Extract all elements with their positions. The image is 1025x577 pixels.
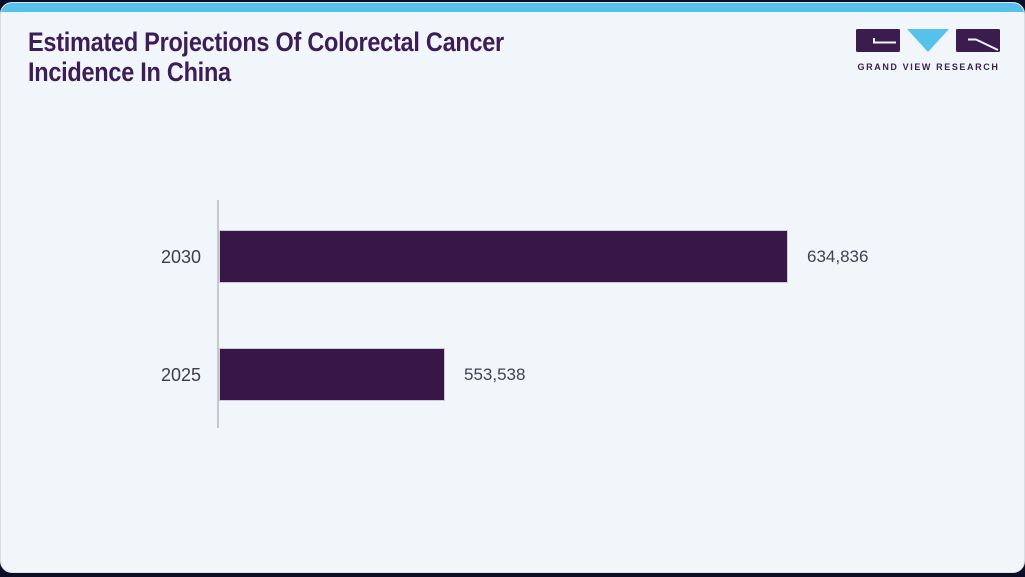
gvr-logo-icon <box>856 29 1000 52</box>
logo-wordmark: GRAND VIEW RESEARCH <box>857 62 1000 72</box>
grand-view-research-logo: GRAND VIEW RESEARCH <box>856 29 1001 72</box>
plot-area: 2030 634,836 2025 553,538 <box>161 198 997 430</box>
chart-title-line-1: Estimated Projections Of Colorectal Canc… <box>28 27 504 57</box>
value-label-2030: 634,836 <box>807 246 869 266</box>
chart-title: Estimated Projections Of Colorectal Canc… <box>28 27 504 87</box>
y-axis-line <box>217 200 219 428</box>
chart-title-line-2: Incidence In China <box>28 57 231 87</box>
value-label-2025: 553,538 <box>464 364 526 384</box>
top-accent-bar <box>1 3 1024 12</box>
category-label-2030: 2030 <box>160 246 201 267</box>
logo-g-mark <box>873 38 896 44</box>
logo-r-mark <box>968 38 999 51</box>
category-label-2025: 2025 <box>160 364 201 385</box>
bar-2025 <box>219 348 445 401</box>
logo-v-triangle <box>907 29 949 52</box>
logo-g-block <box>856 29 900 52</box>
bar-2030 <box>219 230 788 283</box>
